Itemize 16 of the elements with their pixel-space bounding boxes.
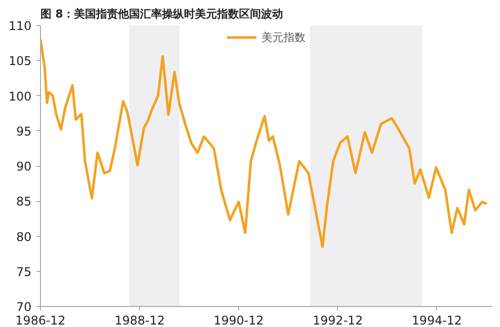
x-tick-label: 1994-12: [412, 314, 462, 327]
y-tick-label: 90: [16, 160, 32, 174]
y-tick-label: 110: [8, 19, 32, 33]
chart-title: 图 8：美国指责他国汇率操纵时美元指数区间波动: [40, 8, 283, 20]
y-tick-label: 70: [16, 300, 32, 314]
y-tick-label: 95: [16, 124, 32, 138]
x-tick-label: 1992-12: [312, 314, 363, 327]
y-tick-label: 105: [8, 54, 32, 68]
y-tick-label: 75: [16, 264, 32, 279]
y-tick-label: 80: [16, 230, 32, 244]
y-tick-label: 100: [8, 89, 32, 104]
x-tick-label: 1990-12: [214, 314, 264, 327]
x-tick-label: 1986-12: [15, 314, 66, 327]
y-tick-label: 85: [16, 194, 32, 209]
x-tick-label: 1988-12: [114, 314, 165, 327]
legend-label: 美元指数: [262, 30, 306, 44]
